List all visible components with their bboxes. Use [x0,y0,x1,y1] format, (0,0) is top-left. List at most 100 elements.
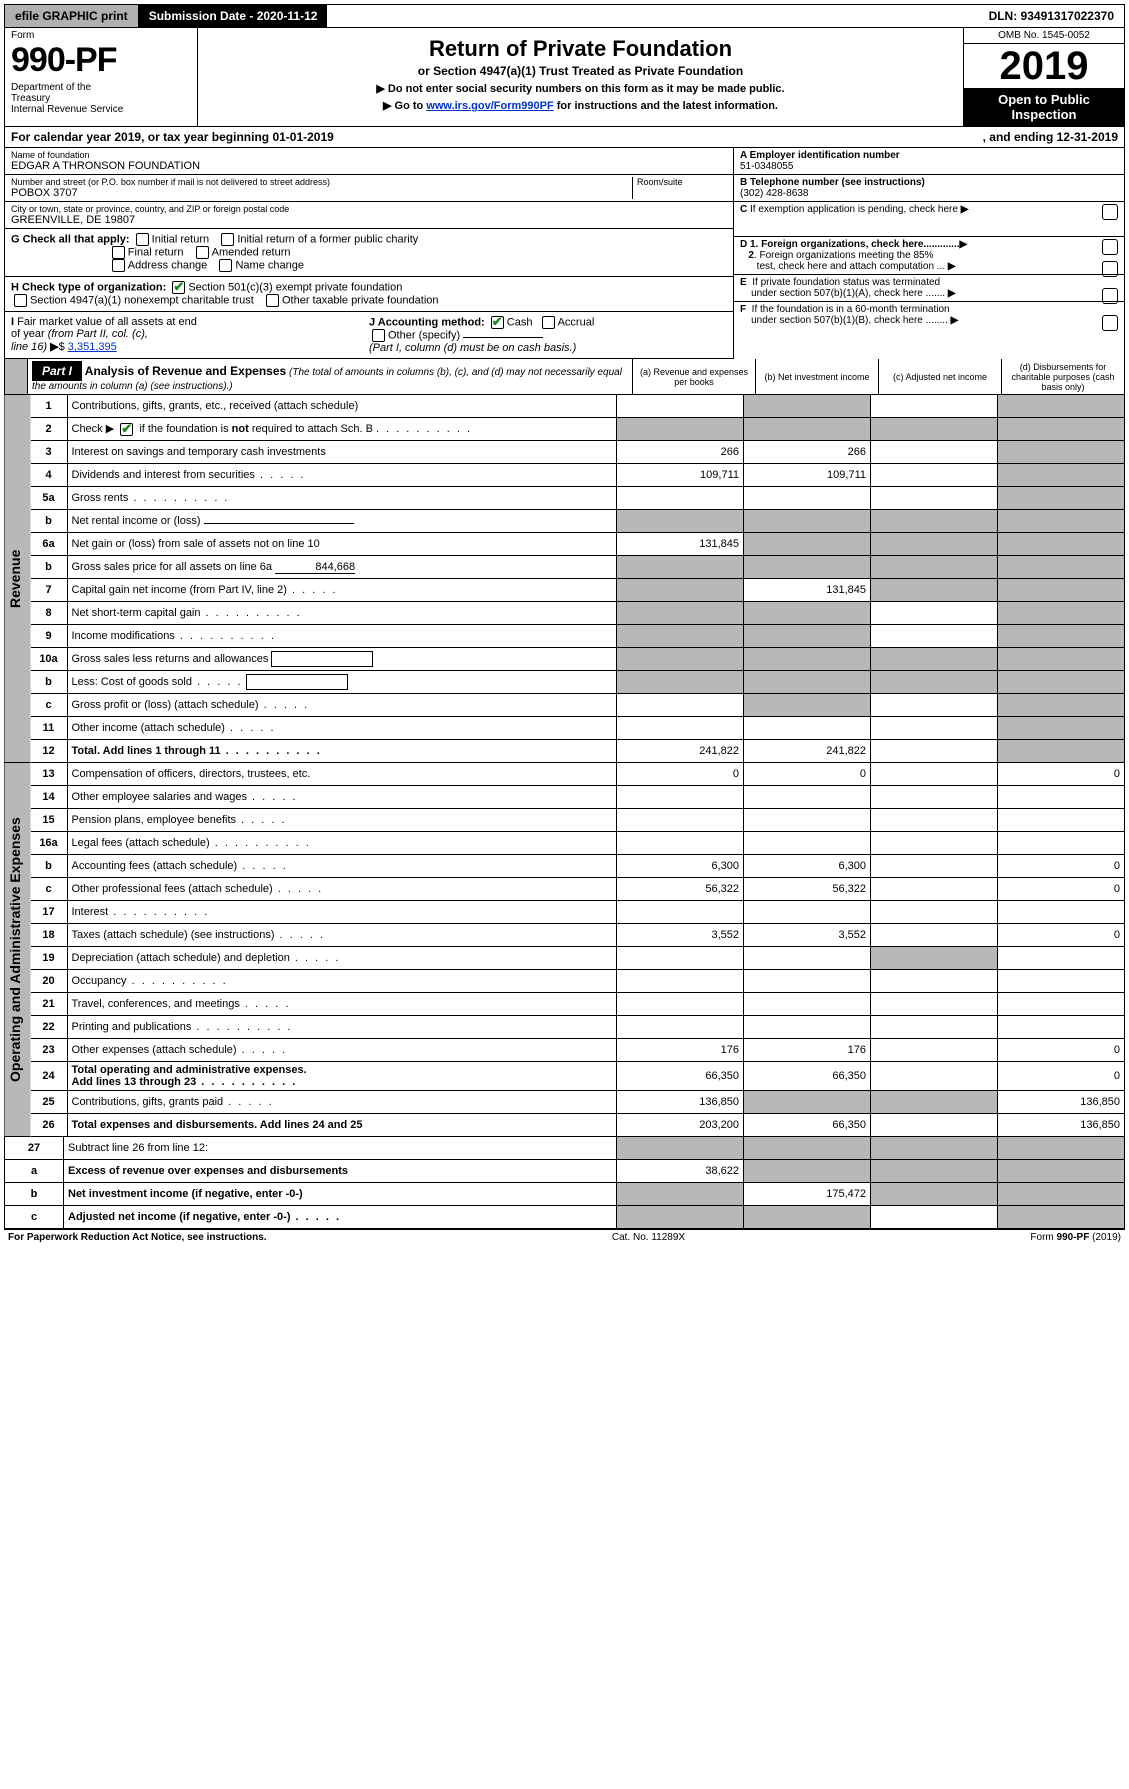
501c3-checkbox[interactable] [172,281,185,294]
row-21: 21Travel, conferences, and meetings [31,993,1125,1016]
e-checkbox[interactable] [1102,288,1118,304]
f-checkbox[interactable] [1102,315,1118,331]
row-3: 3Interest on savings and temporary cash … [31,441,1125,464]
expenses-section: Operating and Administrative Expenses 13… [4,763,1125,1137]
accrual-checkbox[interactable] [542,316,555,329]
footer-mid: Cat. No. 11289X [612,1232,685,1243]
row-26: 26Total expenses and disbursements. Add … [31,1114,1125,1137]
row-18: 18Taxes (attach schedule) (see instructi… [31,924,1125,947]
section-g: G Check all that apply: Initial return I… [5,229,733,277]
row-13: 13Compensation of officers, directors, t… [31,763,1125,786]
foundation-name: EDGAR A THRONSON FOUNDATION [11,160,727,172]
final-return-checkbox[interactable] [112,246,125,259]
expenses-vlabel: Operating and Administrative Expenses [5,763,31,1137]
tel-label: B Telephone number (see instructions) [740,177,925,188]
footer-left: For Paperwork Reduction Act Notice, see … [8,1232,267,1243]
form-subtitle: or Section 4947(a)(1) Trust Treated as P… [208,64,953,78]
section-h: H Check type of organization: Section 50… [5,277,733,312]
irs-link[interactable]: www.irs.gov/Form990PF [426,100,553,112]
col-b-head: (b) Net investment income [755,359,878,394]
c-checkbox[interactable] [1102,204,1118,220]
row-5a: 5aGross rents [31,487,1125,510]
form-label: Form [11,30,191,41]
d1-checkbox[interactable] [1102,239,1118,255]
row-27b: bNet investment income (if negative, ent… [5,1183,1125,1206]
form-number: 990-PF [11,41,191,80]
room-label: Room/suite [637,177,727,187]
row-10c: cGross profit or (loss) (attach schedule… [31,694,1125,717]
city-label: City or town, state or province, country… [11,204,727,214]
cash-checkbox[interactable] [491,316,504,329]
ein-value: 51-0348055 [740,161,793,172]
ein-label: A Employer identification number [740,150,900,161]
name-label: Name of foundation [11,150,727,160]
form-title: Return of Private Foundation [208,36,953,62]
instruction-1: ▶ Do not enter social security numbers o… [208,82,953,95]
open-to-public: Open to Public Inspection [964,88,1124,126]
cal-end: , and ending 12-31-2019 [983,130,1118,144]
amended-return-checkbox[interactable] [196,246,209,259]
row-19: 19Depreciation (attach schedule) and dep… [31,947,1125,970]
row-9: 9Income modifications [31,625,1125,648]
row-14: 14Other employee salaries and wages [31,786,1125,809]
other-taxable-checkbox[interactable] [266,294,279,307]
other-method-checkbox[interactable] [372,329,385,342]
row-22: 22Printing and publications [31,1016,1125,1039]
4947a1-checkbox[interactable] [14,294,27,307]
row-11: 11Other income (attach schedule) [31,717,1125,740]
row-2: 2Check ▶ if the foundation is not requir… [31,418,1125,441]
revenue-vlabel: Revenue [5,395,31,763]
row-1: 1Contributions, gifts, grants, etc., rec… [31,395,1125,418]
address: POBOX 3707 [11,187,632,199]
top-bar: efile GRAPHIC print Submission Date - 20… [4,4,1125,28]
city-state-zip: GREENVILLE, DE 19807 [11,214,727,226]
row-10b: bLess: Cost of goods sold [31,671,1125,694]
entity-info: Name of foundation EDGAR A THRONSON FOUN… [4,148,1125,359]
row-27a: aExcess of revenue over expenses and dis… [5,1160,1125,1183]
initial-return-checkbox[interactable] [136,233,149,246]
part1-tag: Part I [32,361,82,381]
row-7: 7Capital gain net income (from Part IV, … [31,579,1125,602]
col-a-head: (a) Revenue and expenses per books [632,359,755,394]
name-change-checkbox[interactable] [219,259,232,272]
row-10a: 10aGross sales less returns and allowanc… [31,648,1125,671]
revenue-section: Revenue 1Contributions, gifts, grants, e… [4,395,1125,763]
row-5b: bNet rental income or (loss) [31,510,1125,533]
d2-checkbox[interactable] [1102,261,1118,277]
instruction-2: ▶ Go to www.irs.gov/Form990PF for instru… [208,99,953,112]
part1-header-row: Part I Analysis of Revenue and Expenses … [4,359,1125,395]
dln-label: DLN: 93491317022370 [979,5,1124,27]
efile-button[interactable]: efile GRAPHIC print [5,5,139,27]
dept-label: Department of theTreasuryInternal Revenu… [11,82,191,115]
row-27: 27Subtract line 26 from line 12: [5,1137,1125,1160]
col-d-head: (d) Disbursements for charitable purpose… [1001,359,1124,394]
initial-former-checkbox[interactable] [221,233,234,246]
section-i-j: I Fair market value of all assets at end… [5,312,733,359]
row-23: 23Other expenses (attach schedule)176176… [31,1039,1125,1062]
addr-label: Number and street (or P.O. box number if… [11,177,632,187]
page-footer: For Paperwork Reduction Act Notice, see … [4,1229,1125,1245]
row-16c: cOther professional fees (attach schedul… [31,878,1125,901]
row-25: 25Contributions, gifts, grants paid136,8… [31,1091,1125,1114]
tax-year: 2019 [964,44,1124,88]
calendar-year-row: For calendar year 2019, or tax year begi… [4,127,1125,148]
row-16b: bAccounting fees (attach schedule)6,3006… [31,855,1125,878]
col-c-head: (c) Adjusted net income [878,359,1001,394]
row-8: 8Net short-term capital gain [31,602,1125,625]
footer-right: Form 990-PF (2019) [1030,1232,1121,1243]
tel-value: (302) 428-8638 [740,188,808,199]
row-6a: 6aNet gain or (loss) from sale of assets… [31,533,1125,556]
cal-begin: For calendar year 2019, or tax year begi… [11,130,334,144]
row-12: 12Total. Add lines 1 through 11241,82224… [31,740,1125,763]
row-15: 15Pension plans, employee benefits [31,809,1125,832]
row-20: 20Occupancy [31,970,1125,993]
schb-checkbox[interactable] [120,423,133,436]
line-27-section: 27Subtract line 26 from line 12: aExcess… [4,1137,1125,1229]
fmv-link[interactable]: 3,351,395 [68,341,117,353]
part1-title: Analysis of Revenue and Expenses [85,364,286,378]
address-change-checkbox[interactable] [112,259,125,272]
row-17: 17Interest [31,901,1125,924]
row-4: 4Dividends and interest from securities1… [31,464,1125,487]
form-header: Form 990-PF Department of theTreasuryInt… [4,28,1125,127]
row-6b: bGross sales price for all assets on lin… [31,556,1125,579]
